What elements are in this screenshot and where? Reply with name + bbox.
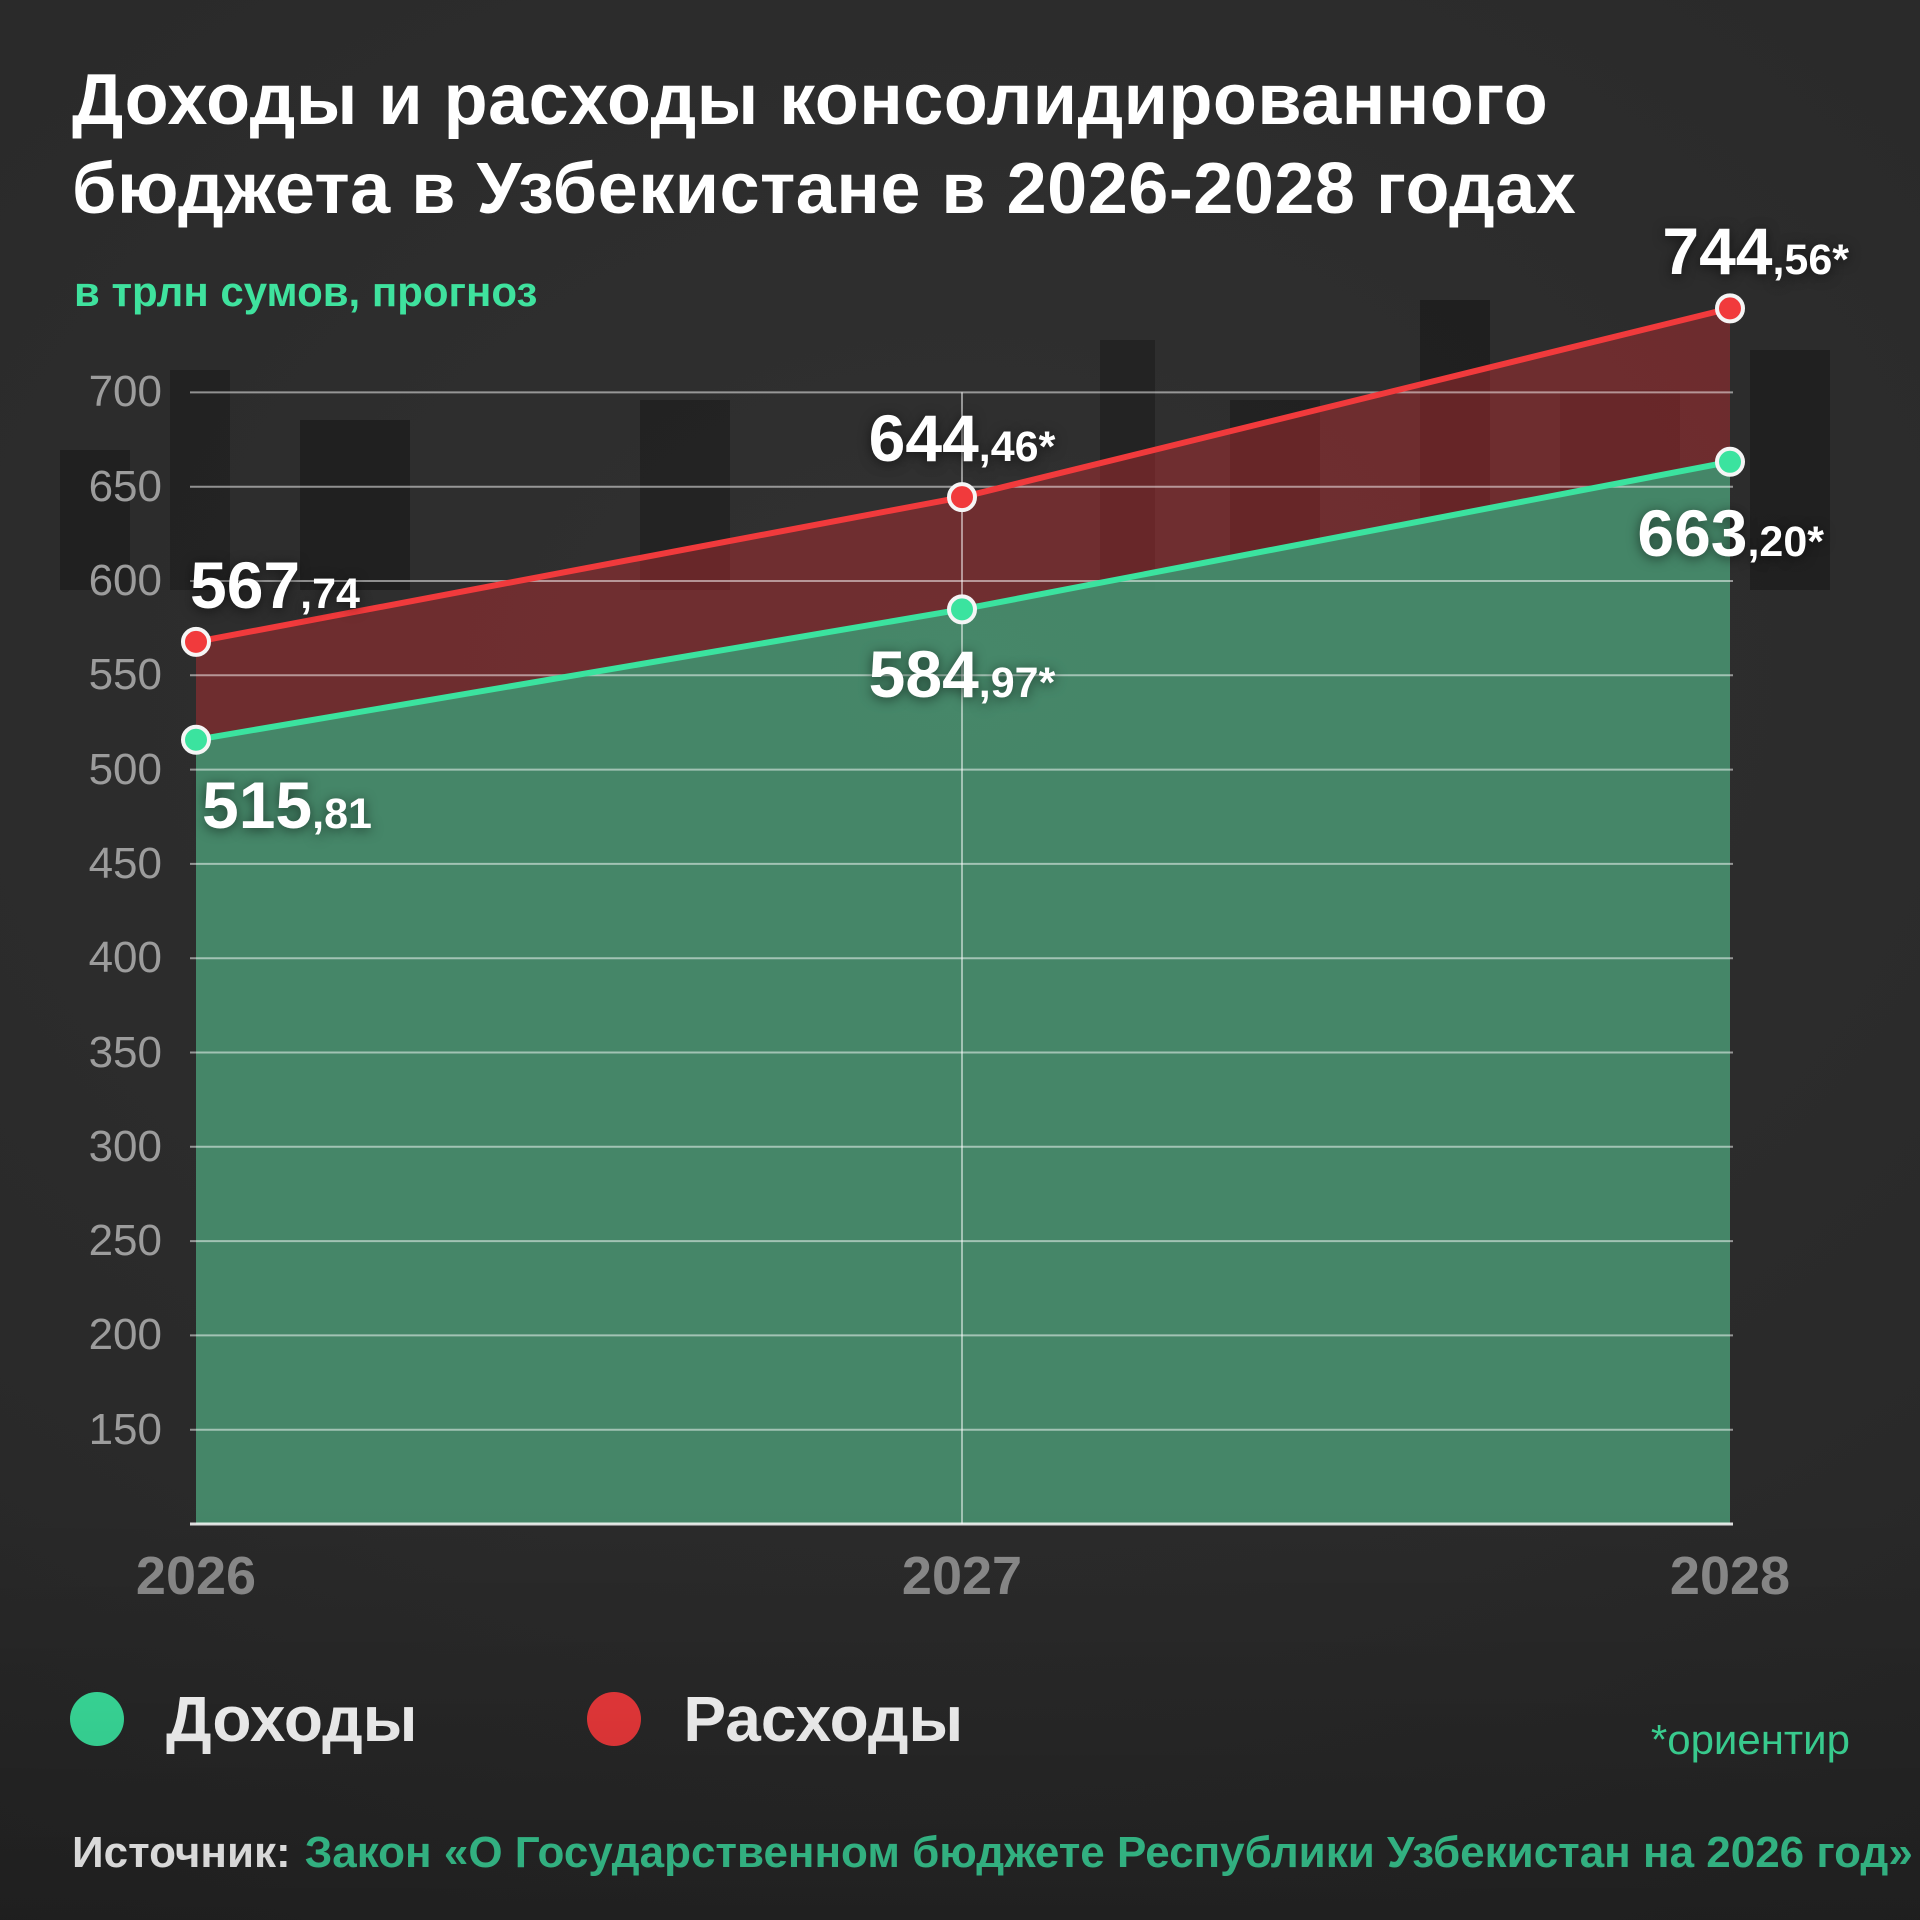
source-label: Источник: [72, 1828, 291, 1877]
legend-item-expenses: Расходы [587, 1682, 963, 1756]
expenses-point-2027 [947, 482, 977, 513]
footnote-orientir: *ориентир [1650, 1716, 1850, 1763]
income-point-2026 [181, 724, 211, 755]
income-point-2027 [947, 594, 977, 625]
expenses-legend-dot-icon [587, 1692, 642, 1746]
chart-units-note: в трлн сумов, прогноз [74, 268, 538, 315]
chart-title-line1: Доходы и расходы консолидированного [72, 60, 1549, 140]
legend-label-income: Доходы [166, 1683, 418, 1755]
legend: Доходы Расходы [70, 1682, 963, 1756]
legend-item-income: Доходы [70, 1682, 417, 1756]
chart-title: Доходы и расходы консолидированного бюдж… [72, 56, 1576, 235]
income-legend-dot-icon [70, 1692, 124, 1746]
legend-label-expenses: Расходы [683, 1683, 964, 1755]
expenses-point-2026 [181, 626, 211, 657]
source-text: Закон «О Государственном бюджете Республ… [304, 1828, 1913, 1877]
source-line: Источник: Закон «О Государственном бюджет… [72, 1828, 1913, 1878]
expenses-point-2028 [1715, 293, 1745, 324]
income-point-2028 [1715, 446, 1745, 477]
chart-title-line2: бюджета в Узбекистане в 2026-2028 годах [72, 149, 1577, 230]
